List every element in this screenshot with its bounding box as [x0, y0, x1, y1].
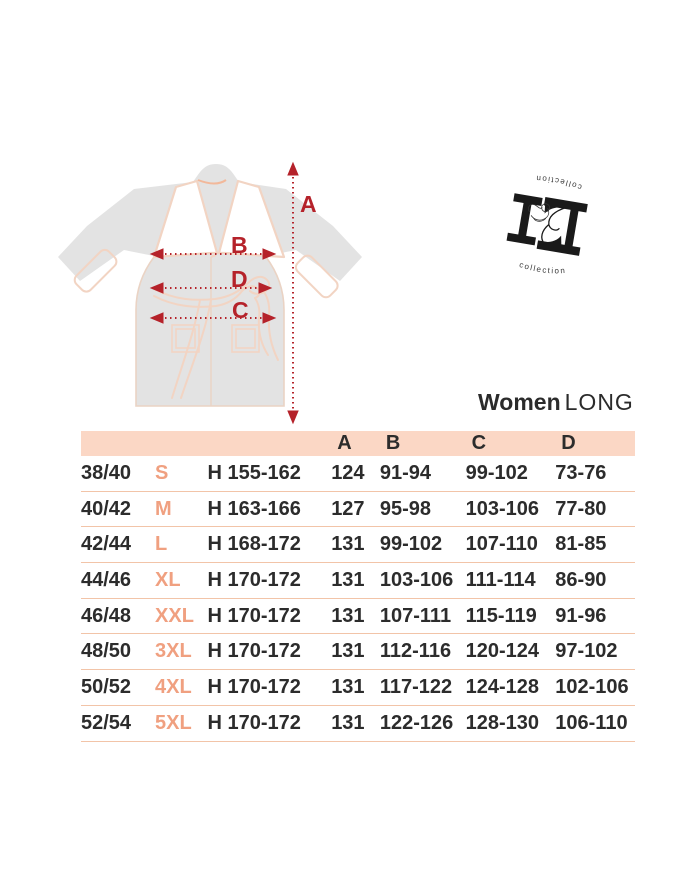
svg-text:collection: collection: [518, 258, 568, 278]
svg-text:collection: collection: [533, 172, 583, 192]
